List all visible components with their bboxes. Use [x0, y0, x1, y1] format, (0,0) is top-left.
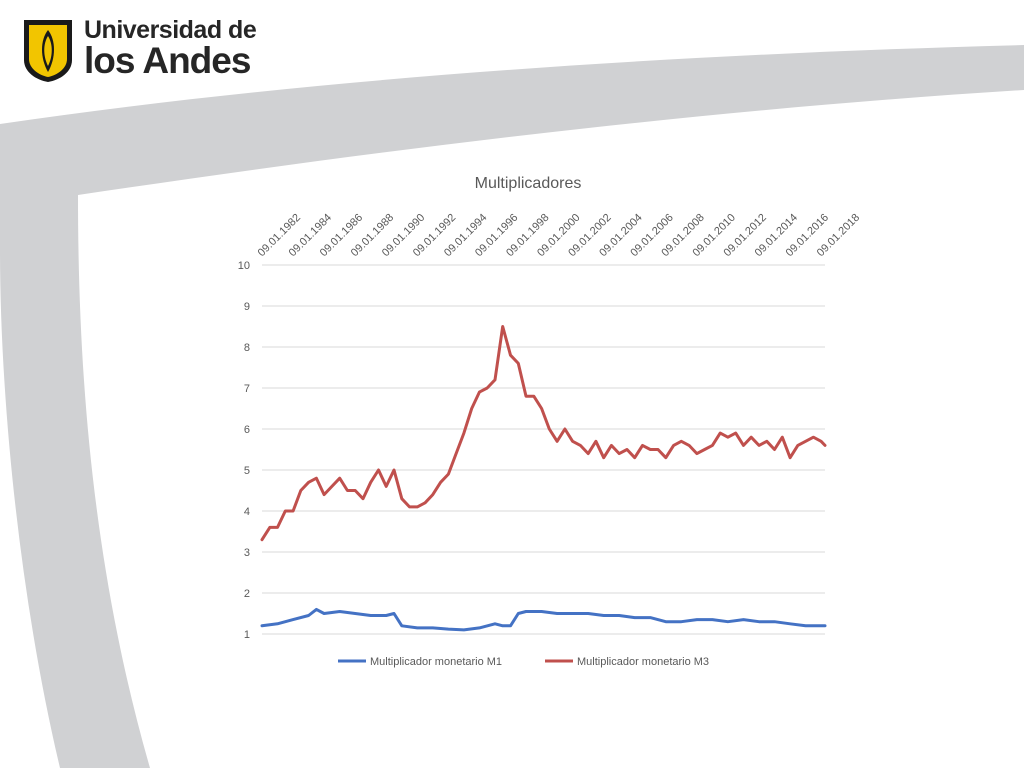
logo-text-line1: Universidad de [84, 16, 257, 44]
legend: Multiplicador monetario M1 Multiplicador … [338, 656, 709, 668]
legend-label: Multiplicador monetario M1 [370, 656, 502, 668]
legend-label: Multiplicador monetario M3 [577, 656, 709, 668]
chart-title: Multiplicadores [475, 175, 582, 192]
shield-icon [24, 20, 72, 82]
y-tick-label: 10 [238, 260, 250, 272]
y-axis-ticks: 1 2 3 4 5 6 7 8 9 10 [238, 260, 250, 641]
y-tick-label: 2 [244, 588, 250, 600]
y-tick-label: 6 [244, 424, 250, 436]
series-line-m3 [260, 325, 827, 542]
x-axis-ticks: 09.01.198209.01.198409.01.198609.01.1988… [256, 212, 863, 259]
y-tick-label: 4 [244, 506, 250, 518]
y-tick-label: 3 [244, 547, 250, 559]
y-tick-label: 8 [244, 342, 250, 354]
series-lines [260, 325, 827, 632]
y-tick-label: 7 [244, 383, 250, 395]
series-line-m1 [260, 607, 827, 632]
logo-text-line2: los Andes [84, 40, 251, 81]
gridlines [262, 264, 825, 635]
y-tick-label: 5 [244, 465, 250, 477]
y-tick-label: 1 [244, 629, 250, 641]
university-logo: Universidad de los Andes [20, 16, 257, 86]
y-tick-label: 9 [244, 301, 250, 313]
